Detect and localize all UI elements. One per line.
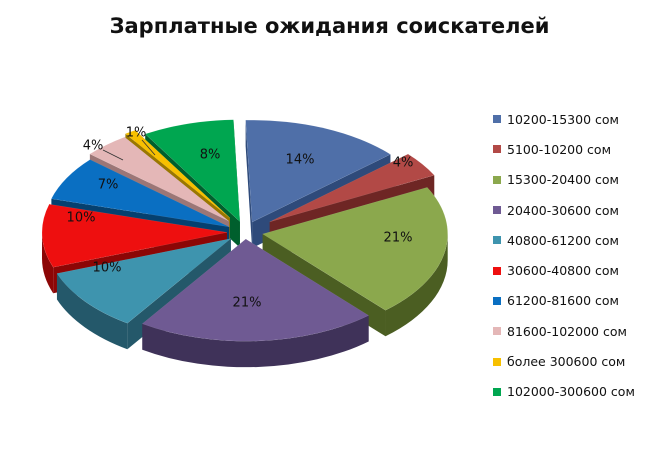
pie-slice-0: [245, 119, 391, 223]
legend-item-1: 5100-10200 сом: [493, 134, 659, 164]
legend: 10200-15300 сом 5100-10200 сом 15300-20400…: [493, 104, 659, 407]
legend-label-5: 30600-40800 сом: [507, 263, 619, 279]
pie-slice-3: [141, 238, 370, 342]
pie-slice-9: [144, 119, 241, 223]
legend-item-0: 10200-15300 сом: [493, 104, 659, 134]
legend-swatch-9: [493, 387, 501, 396]
chart-title: Зарплатные ожидания соискателей: [109, 14, 550, 38]
legend-item-9: 102000-300600 сом: [493, 377, 659, 407]
slice-label-9: 8%: [200, 148, 221, 163]
legend-swatch-0: [493, 115, 501, 124]
slice-outer-wall-5-0: [42, 232, 54, 294]
legend-swatch-6: [493, 296, 501, 305]
leader-line-0: [102, 149, 124, 161]
legend-item-5: 30600-40800 сом: [493, 255, 659, 285]
slice-outer-wall-3-0: [142, 315, 369, 368]
pie-slice-6: [50, 159, 230, 228]
legend-swatch-1: [493, 145, 501, 154]
legend-swatch-7: [493, 327, 501, 336]
slice-outer-wall-2-0: [385, 233, 448, 337]
legend-label-7: 81600-102000 сом: [507, 323, 627, 339]
pie-slice-8: [124, 129, 231, 219]
legend-label-3: 20400-30600 сом: [507, 202, 619, 218]
legend-item-2: 15300-20400 сом: [493, 165, 659, 195]
legend-swatch-5: [493, 266, 501, 275]
slice-wall-0-0: [245, 120, 253, 249]
pie-slice-5: [41, 203, 228, 268]
legend-label-8: более 300600 сом: [507, 354, 626, 370]
slice-label-8: 1%: [126, 126, 147, 141]
legend-item-7: 81600-102000 сом: [493, 316, 659, 346]
legend-item-8: более 300600 сом: [493, 346, 659, 376]
leader-line-1: [141, 139, 156, 156]
legend-label-2: 15300-20400 сом: [507, 172, 619, 188]
pie-slice-7: [89, 136, 230, 222]
slice-label-7: 4%: [83, 139, 104, 154]
legend-label-6: 61200-81600 сом: [507, 293, 619, 309]
pie-slice-2: [262, 187, 448, 311]
slice-label-4: 10%: [93, 261, 122, 276]
pie-slice-1: [269, 153, 435, 223]
slice-label-2: 21%: [384, 231, 413, 246]
legend-swatch-8: [493, 357, 501, 366]
legend-swatch-4: [493, 236, 501, 245]
slice-label-3: 21%: [233, 296, 262, 311]
legend-label-9: 102000-300600 сом: [507, 384, 635, 400]
legend-label-4: 40800-61200 сом: [507, 232, 619, 248]
legend-item-4: 40800-61200 сом: [493, 225, 659, 255]
legend-item-6: 61200-81600 сом: [493, 286, 659, 316]
legend-label-0: 10200-15300 сом: [507, 111, 619, 127]
legend-label-1: 5100-10200 сом: [507, 141, 612, 157]
slice-label-6: 7%: [98, 178, 119, 193]
legend-swatch-2: [493, 175, 501, 184]
legend-item-3: 20400-30600 сом: [493, 195, 659, 225]
slice-label-5: 10%: [67, 211, 96, 226]
slice-label-1: 4%: [393, 156, 414, 171]
pie-slice-4: [56, 238, 231, 324]
slice-label-0: 14%: [286, 153, 315, 168]
legend-swatch-3: [493, 206, 501, 215]
slice-outer-wall-4-0: [56, 273, 128, 350]
